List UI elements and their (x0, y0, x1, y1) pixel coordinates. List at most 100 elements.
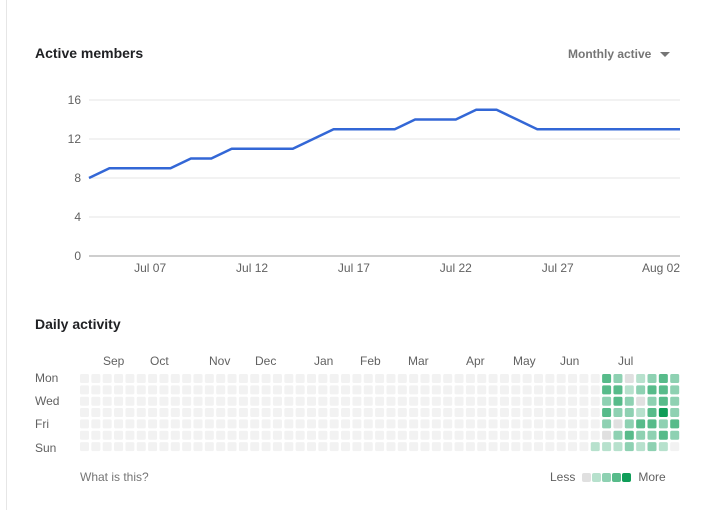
heatmap-cell (545, 430, 555, 440)
heatmap-cell (114, 408, 124, 418)
heatmap-cell (114, 374, 124, 383)
x-tick-label: Jul 12 (236, 261, 268, 275)
heatmap-cell (613, 442, 623, 452)
heatmap-cell (431, 374, 441, 383)
heatmap-cell (125, 430, 135, 440)
heatmap-cell (431, 385, 441, 395)
month-label-jun: Jun (560, 354, 580, 368)
heatmap-cell (125, 408, 135, 418)
heatmap-cell (238, 396, 248, 406)
heatmap-cell (590, 374, 600, 383)
heatmap-cell (80, 408, 89, 418)
month-label-may: May (513, 354, 536, 368)
heatmap-cell (636, 396, 646, 406)
heatmap-cell (159, 385, 169, 395)
heatmap-cell (579, 442, 589, 452)
x-tick-label: Jul 22 (440, 261, 472, 275)
heatmap-cell (420, 385, 430, 395)
heatmap-cell (488, 430, 498, 440)
heatmap-cell (102, 408, 112, 418)
heatmap-cell (443, 396, 453, 406)
heatmap-cell (579, 430, 589, 440)
heatmap-cell (341, 374, 351, 383)
heatmap-cell (375, 442, 385, 452)
heatmap-cell (193, 396, 203, 406)
heatmap-cell (465, 408, 475, 418)
heatmap-cell (658, 430, 668, 440)
heatmap-cell (136, 408, 146, 418)
heatmap-cell (159, 419, 169, 429)
heatmap-cell (499, 385, 509, 395)
heatmap-cell (375, 396, 385, 406)
heatmap-cell (136, 419, 146, 429)
heatmap-cell (658, 385, 668, 395)
heatmap-cell (454, 385, 464, 395)
heatmap-cell (647, 385, 657, 395)
heatmap-cell (658, 442, 668, 452)
heatmap-cell (670, 430, 680, 440)
heatmap-cell (375, 385, 385, 395)
heatmap-cell (216, 442, 226, 452)
heatmap-cell (522, 419, 532, 429)
heatmap-cell (386, 385, 396, 395)
heatmap-cell (102, 374, 112, 383)
heatmap-cell (613, 419, 623, 429)
heatmap-cell (261, 396, 271, 406)
heatmap-cell (545, 419, 555, 429)
heatmap-cell (182, 419, 192, 429)
heatmap-cell (568, 396, 578, 406)
heatmap-cell (488, 385, 498, 395)
heatmap-cell (114, 396, 124, 406)
heatmap-cell (375, 374, 385, 383)
heatmap-cell (590, 419, 600, 429)
heatmap-cell (511, 430, 521, 440)
monthly-active-dropdown[interactable]: Monthly active (568, 45, 671, 63)
heatmap-cell (602, 419, 612, 429)
heatmap-cell (91, 374, 101, 383)
heatmap-cell (488, 419, 498, 429)
heatmap-cell (159, 442, 169, 452)
heatmap-cell (568, 419, 578, 429)
heatmap-cell (409, 408, 419, 418)
heatmap-cell (227, 374, 237, 383)
heatmap-cell (329, 408, 339, 418)
heatmap-cell (352, 430, 362, 440)
heatmap-cell (363, 408, 373, 418)
heatmap-cell (545, 396, 555, 406)
heatmap-cell (318, 396, 328, 406)
heatmap-cell (602, 430, 612, 440)
heatmap-cell (409, 442, 419, 452)
heatmap-cell (477, 396, 487, 406)
heatmap-cell (125, 385, 135, 395)
heatmap-cell (636, 419, 646, 429)
heatmap-cell (295, 442, 305, 452)
heatmap-cell (80, 430, 89, 440)
heatmap-legend: Less More (550, 470, 666, 484)
heatmap-cell (261, 419, 271, 429)
what-is-this-link[interactable]: What is this? (80, 470, 149, 484)
heatmap-cell (658, 408, 668, 418)
heatmap-cell (511, 374, 521, 383)
day-label-mon: Mon (35, 371, 59, 385)
heatmap-cell (193, 419, 203, 429)
heatmap-cell (261, 385, 271, 395)
heatmap-cell (499, 442, 509, 452)
heatmap-cell (159, 396, 169, 406)
heatmap-cell (511, 396, 521, 406)
heatmap-cell (307, 374, 316, 383)
heatmap-cell (114, 385, 124, 395)
heatmap-cell (431, 408, 441, 418)
heatmap-cell (295, 374, 305, 383)
month-label-dec: Dec (255, 354, 277, 368)
heatmap-cell (250, 442, 260, 452)
heatmap-cell (465, 385, 475, 395)
heatmap-cell (534, 442, 543, 452)
heatmap-cell (295, 385, 305, 395)
heatmap-cell (227, 385, 237, 395)
daily-activity-title: Daily activity (35, 316, 121, 332)
heatmap-cell (431, 396, 441, 406)
heatmap-cell (465, 442, 475, 452)
heatmap-cell (477, 408, 487, 418)
heatmap-cell (261, 442, 271, 452)
heatmap-cell (556, 396, 566, 406)
